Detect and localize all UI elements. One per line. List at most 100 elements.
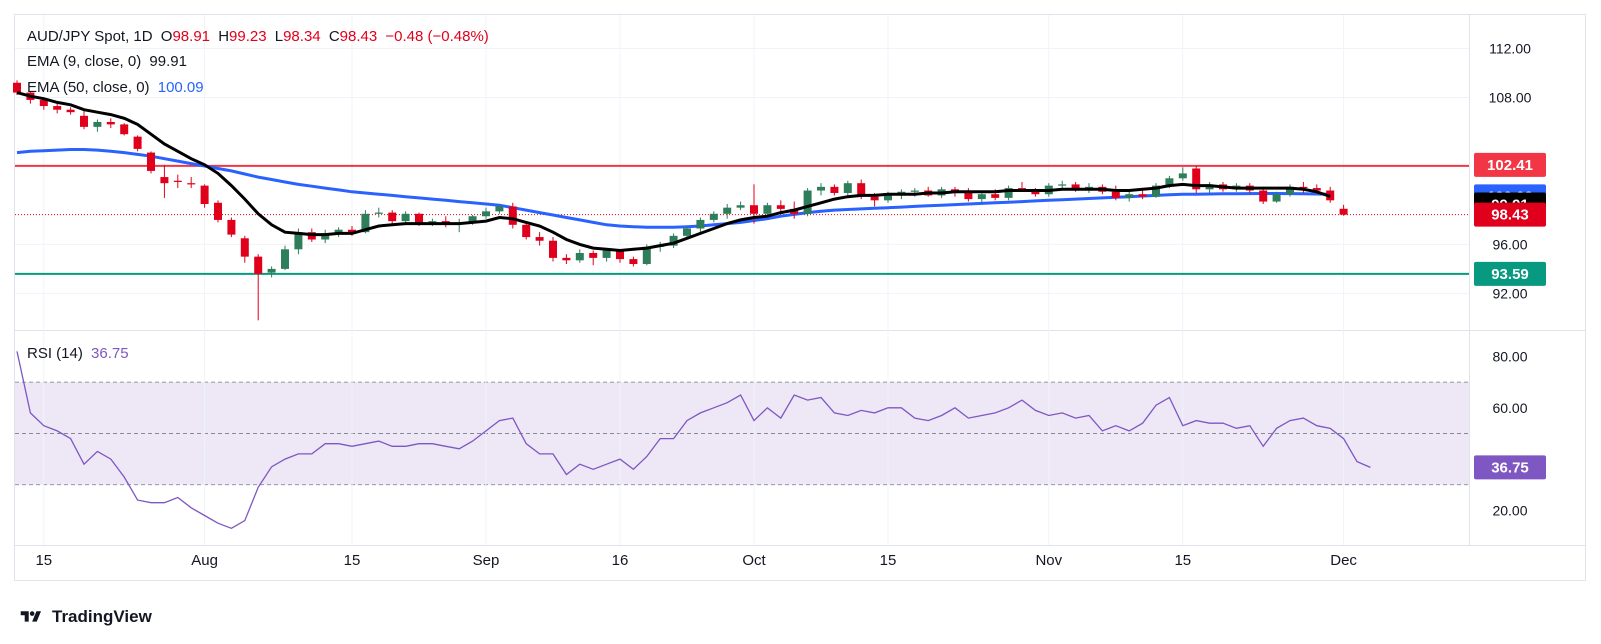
rsi-value: 36.75 [91, 345, 129, 362]
candle-body [1152, 185, 1160, 197]
candle-body [803, 190, 812, 214]
time-tick-label: 15 [344, 552, 361, 569]
ohlc-high: H99.23 [218, 28, 267, 45]
candle-body [294, 232, 303, 250]
candle-body [106, 121, 115, 125]
price-tick-label: 92.00 [1492, 285, 1527, 301]
price-tag-text: 98.43 [1491, 207, 1529, 224]
candle-body [964, 192, 973, 200]
candle-body [468, 216, 477, 223]
ema50-layer [16, 148, 1331, 229]
candle-body [1125, 194, 1134, 198]
candle-body [1004, 188, 1013, 198]
candle-body [133, 136, 142, 149]
candle-body [1272, 194, 1281, 202]
candle-body [1071, 184, 1080, 191]
candle-body [629, 259, 638, 264]
price-tick-label: 96.00 [1492, 236, 1527, 252]
ema50-label: EMA (50, close, 0) [27, 79, 150, 96]
symbol-title: AUD/JPY Spot, 1D [27, 28, 153, 45]
candle-body [401, 213, 410, 222]
rsi-tag-text: 36.75 [1491, 459, 1529, 476]
price-tag-bg [1474, 202, 1546, 227]
price-tag-bg [1474, 261, 1546, 286]
candle-body [723, 207, 732, 214]
candle-body [39, 99, 48, 107]
time-tick-label: Sep [473, 552, 500, 569]
candle-body [388, 212, 397, 222]
axis-layer: 112.00 108.00 96.00 92.00 80.00 60.00 20.00 15 A… [35, 40, 1531, 569]
candle-body [227, 219, 236, 235]
candle-body [1192, 168, 1201, 190]
candle-body [1299, 186, 1308, 189]
price-tick-label: 112.00 [1489, 40, 1531, 56]
ema9-label: EMA (9, close, 0) [27, 53, 142, 70]
time-tick-label: 15 [35, 552, 52, 569]
time-tick-label: Dec [1330, 552, 1357, 569]
candle-body [776, 205, 785, 209]
candle-body [817, 186, 825, 191]
price-tag-text: 102.41 [1487, 157, 1533, 174]
ema50-legend: EMA (50, close, 0) 100.09 [27, 79, 208, 96]
candle-body [696, 219, 705, 229]
candle-body [1111, 191, 1120, 198]
price-change: −0.48 (−0.48%) [385, 28, 489, 45]
price-tag-text: 93.59 [1491, 266, 1529, 283]
candle-body [843, 183, 852, 193]
tradingview-brand[interactable]: TradingView [16, 607, 152, 627]
candle-body [53, 106, 62, 110]
rsi-value-tag: 36.75 [1474, 455, 1546, 480]
candle-body [1259, 190, 1268, 202]
candle-body [575, 252, 584, 261]
candle-body [214, 202, 222, 220]
candle-body [736, 205, 745, 208]
candle-body [1339, 208, 1348, 215]
rsi-line [16, 351, 1371, 530]
rsi-tick-label: 60.00 [1492, 400, 1527, 416]
ema9-line [16, 91, 1331, 253]
candle-body [991, 194, 1000, 198]
support-price-tag: 93.59 [1474, 261, 1546, 286]
ema50-value: 100.09 [157, 79, 204, 96]
candle-body [1138, 194, 1147, 197]
candle-body [750, 205, 758, 214]
candle-body [361, 213, 370, 233]
candle-body [200, 185, 209, 204]
rsi-tick-label: 80.00 [1492, 349, 1527, 365]
candle-body [1058, 184, 1067, 186]
candle-body [589, 252, 598, 258]
price-tick-label: 108.00 [1489, 89, 1532, 105]
candle-body [562, 257, 571, 261]
candle-body [13, 82, 21, 93]
candle-body [80, 115, 88, 127]
candle-body [602, 250, 611, 258]
candle-body [374, 212, 383, 214]
candle-body [642, 246, 651, 264]
candle-body [669, 235, 678, 246]
candle-body [549, 240, 557, 258]
candle-body [1312, 188, 1321, 191]
candle-layer [13, 80, 1348, 321]
level-layer [15, 164, 1469, 275]
candle-body [870, 196, 879, 201]
ema50-line [16, 148, 1331, 229]
ohlc-low: L98.34 [274, 28, 321, 45]
time-tick-label: 16 [612, 552, 629, 569]
rsi-label: RSI (14) [27, 345, 83, 362]
time-tick-label: Oct [742, 552, 766, 569]
candle-body [147, 152, 155, 171]
candle-body [173, 180, 182, 182]
time-tick-label: Nov [1035, 552, 1062, 569]
candle-body [977, 194, 986, 200]
candle-body [1286, 186, 1294, 195]
brand-name: TradingView [52, 607, 152, 626]
ema9-legend: EMA (9, close, 0) 99.91 [27, 53, 191, 70]
candle-body [254, 256, 263, 274]
rsi-tag-bg [1474, 455, 1546, 480]
chart-frame [14, 14, 1586, 581]
candle-body [522, 224, 531, 238]
candle-body [160, 177, 169, 184]
candle-body [830, 186, 839, 193]
resistance-price-tag: 102.41 [1474, 152, 1546, 177]
